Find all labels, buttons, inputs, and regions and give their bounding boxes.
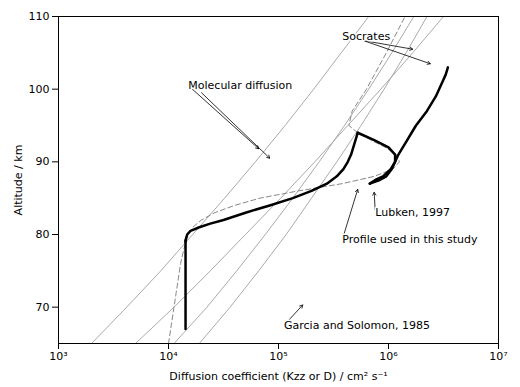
svg-text:Lubken, 1997: Lubken, 1997 — [375, 206, 450, 219]
svg-text:110: 110 — [29, 10, 50, 23]
svg-text:80: 80 — [36, 228, 50, 241]
svg-text:100: 100 — [29, 83, 50, 96]
svg-text:10⁴: 10⁴ — [159, 350, 178, 363]
svg-text:Molecular diffusion: Molecular diffusion — [188, 79, 292, 92]
svg-text:10⁷: 10⁷ — [489, 350, 507, 363]
svg-text:10⁵: 10⁵ — [269, 350, 287, 363]
svg-text:Diffusion coefficient (Kzz or: Diffusion coefficient (Kzz or D) / cm² s… — [169, 370, 387, 383]
svg-text:Socrates: Socrates — [342, 30, 390, 43]
svg-text:10⁶: 10⁶ — [379, 350, 398, 363]
svg-text:70: 70 — [36, 301, 50, 314]
svg-text:90: 90 — [36, 155, 50, 168]
svg-text:Garcia and Solomon, 1985: Garcia and Solomon, 1985 — [284, 319, 430, 332]
svg-text:10³: 10³ — [49, 350, 67, 363]
svg-text:Altitude / km: Altitude / km — [12, 145, 25, 216]
svg-text:Profile used in this study: Profile used in this study — [342, 233, 478, 246]
